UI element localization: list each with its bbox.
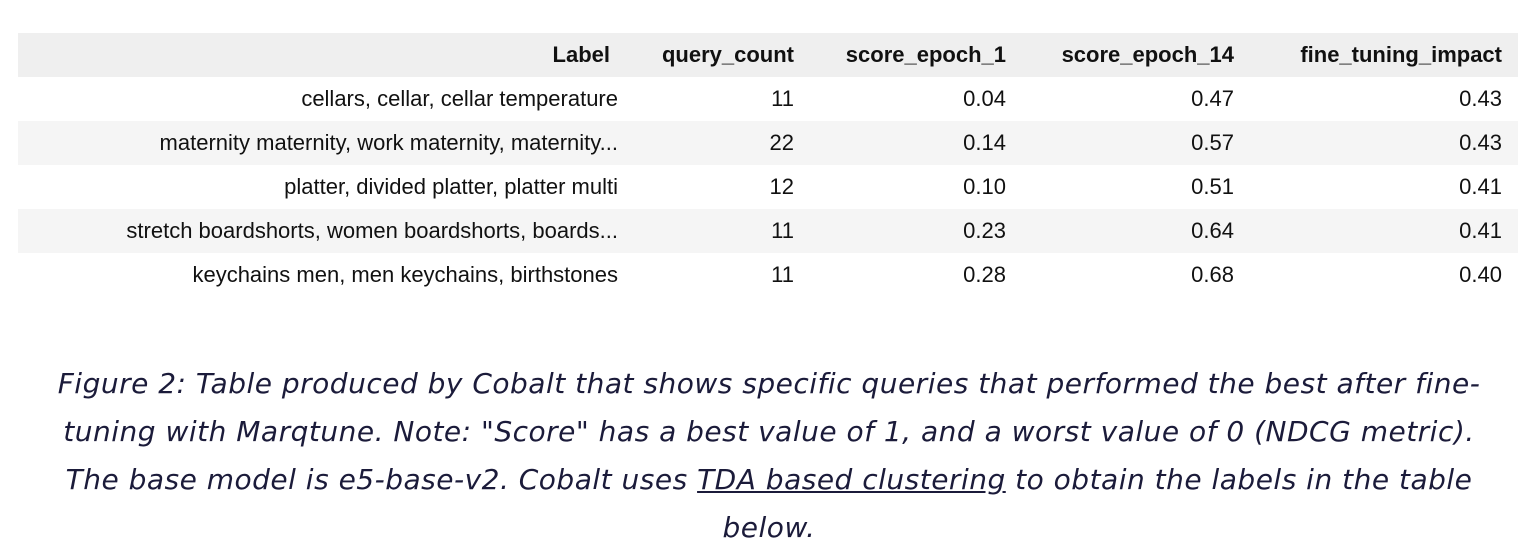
- cell-score-epoch-1: 0.14: [810, 121, 1022, 165]
- cell-score-epoch-14: 0.68: [1191, 262, 1234, 287]
- cell-fine-tuning-impact: 0.43: [1250, 121, 1518, 165]
- cell-query-count: 11: [771, 262, 794, 287]
- cell-score-epoch-14: 0.47: [1191, 86, 1234, 111]
- cell-score-epoch-14: 0.51: [1191, 174, 1234, 199]
- cell-score-epoch-1: 0.10: [963, 174, 1006, 199]
- results-table-container: Label query_count score_epoch_1 score_ep…: [18, 33, 1518, 297]
- column-header-query-count: query_count: [626, 33, 810, 77]
- cell-label: platter, divided platter, platter multi: [284, 174, 618, 199]
- cell-label: maternity maternity, work maternity, mat…: [18, 121, 626, 165]
- table-row: platter, divided platter, platter multi …: [18, 165, 1518, 209]
- column-header-score-epoch-1: score_epoch_1: [810, 33, 1022, 77]
- table-row: stretch boardshorts, women boardshorts, …: [18, 209, 1518, 253]
- cell-score-epoch-14: 0.57: [1022, 121, 1250, 165]
- table-header-row: Label query_count score_epoch_1 score_ep…: [18, 33, 1518, 77]
- cell-label: keychains men, men keychains, birthstone…: [192, 262, 618, 287]
- cell-fine-tuning-impact: 0.40: [1459, 262, 1502, 287]
- cell-label: stretch boardshorts, women boardshorts, …: [18, 209, 626, 253]
- cell-label: cellars, cellar, cellar temperature: [301, 86, 618, 111]
- cell-fine-tuning-impact: 0.41: [1459, 174, 1502, 199]
- column-header-fine-tuning-impact: fine_tuning_impact: [1250, 33, 1518, 77]
- column-header-label: Label: [18, 33, 626, 77]
- table-row: maternity maternity, work maternity, mat…: [18, 121, 1518, 165]
- table-row: cellars, cellar, cellar temperature 11 0…: [18, 77, 1518, 121]
- cell-query-count: 22: [626, 121, 810, 165]
- tda-clustering-link[interactable]: TDA based clustering: [697, 463, 1006, 496]
- column-header-score-epoch-14: score_epoch_14: [1022, 33, 1250, 77]
- cell-fine-tuning-impact: 0.41: [1250, 209, 1518, 253]
- table-row: keychains men, men keychains, birthstone…: [18, 253, 1518, 297]
- cell-score-epoch-1: 0.23: [810, 209, 1022, 253]
- cell-score-epoch-14: 0.64: [1022, 209, 1250, 253]
- cell-score-epoch-1: 0.04: [963, 86, 1006, 111]
- figure-caption: Figure 2: Table produced by Cobalt that …: [40, 360, 1498, 552]
- cell-query-count: 12: [769, 174, 794, 199]
- cell-score-epoch-1: 0.28: [963, 262, 1006, 287]
- cell-query-count: 11: [771, 86, 794, 111]
- cell-fine-tuning-impact: 0.43: [1459, 86, 1502, 111]
- caption-text-before-link: Figure 2: Table produced by Cobalt that …: [57, 367, 1481, 496]
- results-table: Label query_count score_epoch_1 score_ep…: [18, 33, 1518, 297]
- cell-query-count: 11: [626, 209, 810, 253]
